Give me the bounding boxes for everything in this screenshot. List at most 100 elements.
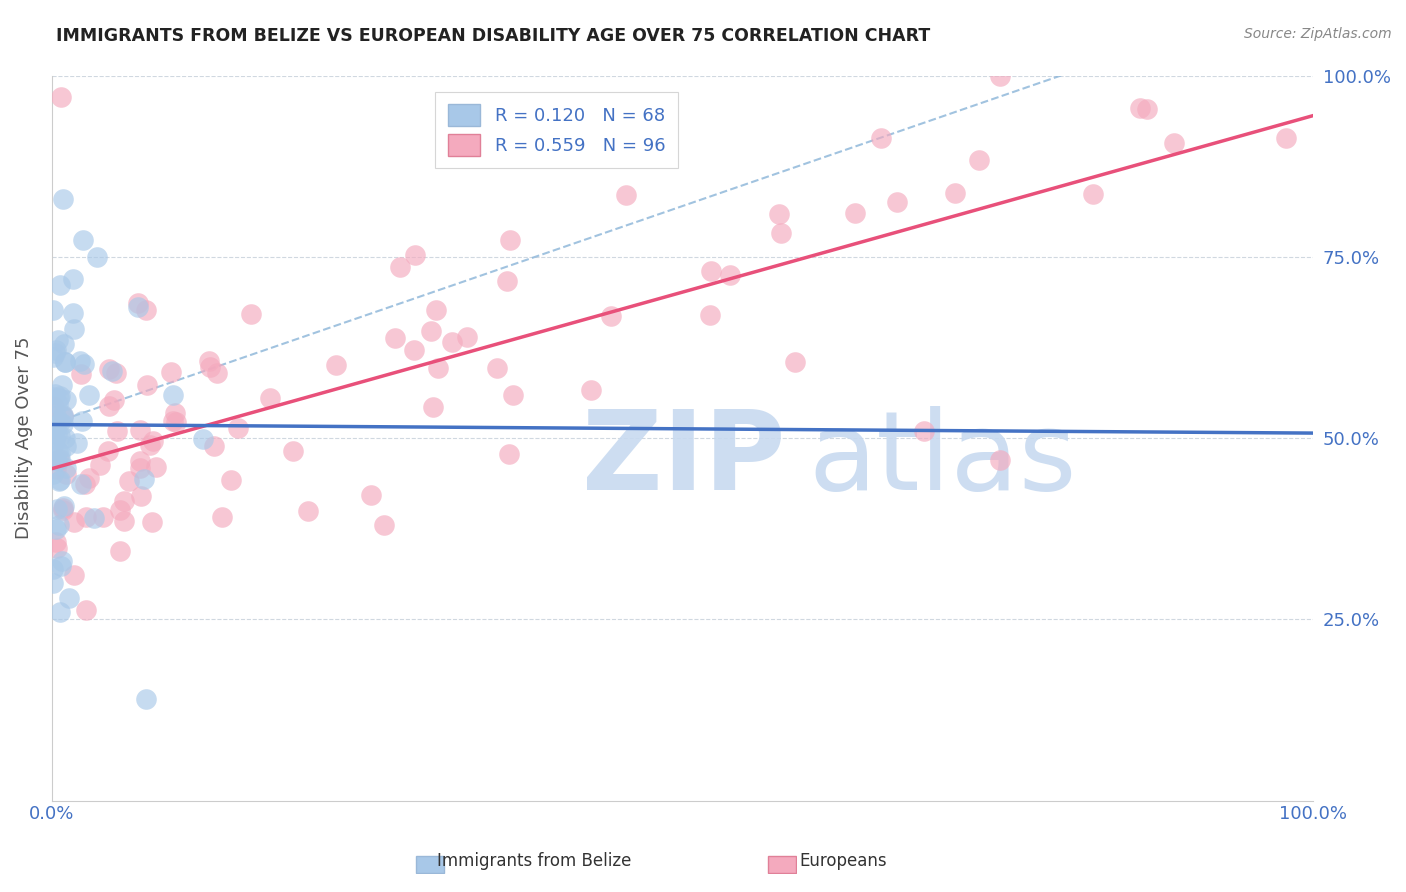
- Point: [211, 509, 233, 524]
- Point: [52, 336, 75, 351]
- Point: [616, 187, 638, 202]
- Point: [44, 345, 66, 359]
- Point: [75, 509, 97, 524]
- Point: [128, 454, 150, 468]
- Text: ZIP: ZIP: [582, 407, 785, 513]
- Point: [110, 544, 132, 558]
- Point: [49, 474, 72, 488]
- Point: [45, 343, 67, 358]
- Point: [200, 360, 222, 375]
- Point: [53, 355, 76, 369]
- Point: [599, 309, 621, 323]
- Point: [55, 439, 77, 453]
- Point: [112, 494, 135, 508]
- Point: [55, 467, 77, 481]
- Point: [49, 429, 72, 443]
- Point: [108, 503, 131, 517]
- Legend: R = 0.120   N = 68, R = 0.559   N = 96: R = 0.120 N = 68, R = 0.559 N = 96: [434, 92, 678, 169]
- Point: [499, 233, 522, 247]
- Point: [718, 268, 741, 283]
- Point: [48, 452, 70, 467]
- Point: [42, 561, 65, 575]
- Point: [785, 355, 807, 369]
- Point: [62, 306, 84, 320]
- Point: [66, 436, 89, 450]
- Point: [498, 447, 520, 461]
- Point: [51, 410, 73, 425]
- Point: [1136, 102, 1159, 116]
- Point: [48, 518, 70, 533]
- Point: [58, 591, 80, 605]
- Point: [127, 296, 149, 310]
- Point: [42, 409, 65, 424]
- Point: [91, 509, 114, 524]
- Point: [145, 460, 167, 475]
- Point: [699, 308, 721, 322]
- Text: Immigrants from Belize: Immigrants from Belize: [437, 852, 631, 870]
- Point: [1163, 136, 1185, 150]
- Point: [77, 471, 100, 485]
- Point: [202, 439, 225, 453]
- Point: [49, 605, 72, 619]
- Point: [52, 409, 75, 424]
- Point: [422, 400, 444, 414]
- Point: [83, 511, 105, 525]
- Point: [135, 692, 157, 706]
- Point: [105, 366, 128, 380]
- Point: [420, 324, 443, 338]
- Point: [72, 233, 94, 247]
- Point: [943, 186, 966, 200]
- Text: atlas: atlas: [808, 407, 1077, 513]
- Point: [52, 502, 75, 516]
- Point: [770, 226, 793, 240]
- Point: [425, 303, 447, 318]
- Point: [129, 423, 152, 437]
- Point: [42, 467, 65, 482]
- Point: [45, 453, 67, 467]
- Point: [988, 69, 1011, 83]
- Point: [62, 271, 84, 285]
- Point: [128, 460, 150, 475]
- Point: [42, 302, 65, 317]
- Point: [53, 355, 76, 369]
- Point: [97, 362, 120, 376]
- Point: [228, 421, 250, 435]
- Point: [51, 554, 73, 568]
- Point: [45, 462, 67, 476]
- Point: [165, 415, 187, 429]
- Point: [77, 388, 100, 402]
- Point: [1129, 101, 1152, 115]
- Point: [52, 417, 75, 431]
- Point: [700, 264, 723, 278]
- Point: [1275, 131, 1298, 145]
- Point: [46, 454, 69, 468]
- Point: [297, 503, 319, 517]
- Point: [132, 473, 155, 487]
- Point: [135, 302, 157, 317]
- Point: [42, 390, 65, 404]
- Point: [45, 427, 67, 442]
- Point: [48, 389, 70, 403]
- Point: [384, 331, 406, 345]
- Point: [427, 361, 450, 376]
- Point: [360, 488, 382, 502]
- Point: [404, 343, 426, 358]
- Point: [118, 474, 141, 488]
- Point: [768, 207, 790, 221]
- Point: [48, 474, 70, 488]
- Point: [441, 335, 464, 350]
- Point: [969, 153, 991, 167]
- Point: [207, 366, 229, 380]
- Point: [70, 477, 93, 491]
- Point: [240, 308, 263, 322]
- Point: [97, 400, 120, 414]
- Point: [53, 499, 76, 513]
- Point: [388, 260, 411, 274]
- Point: [52, 192, 75, 206]
- Text: Europeans: Europeans: [800, 852, 887, 870]
- Point: [325, 358, 347, 372]
- Point: [127, 300, 149, 314]
- Point: [42, 438, 65, 452]
- Point: [162, 388, 184, 402]
- Point: [160, 365, 183, 379]
